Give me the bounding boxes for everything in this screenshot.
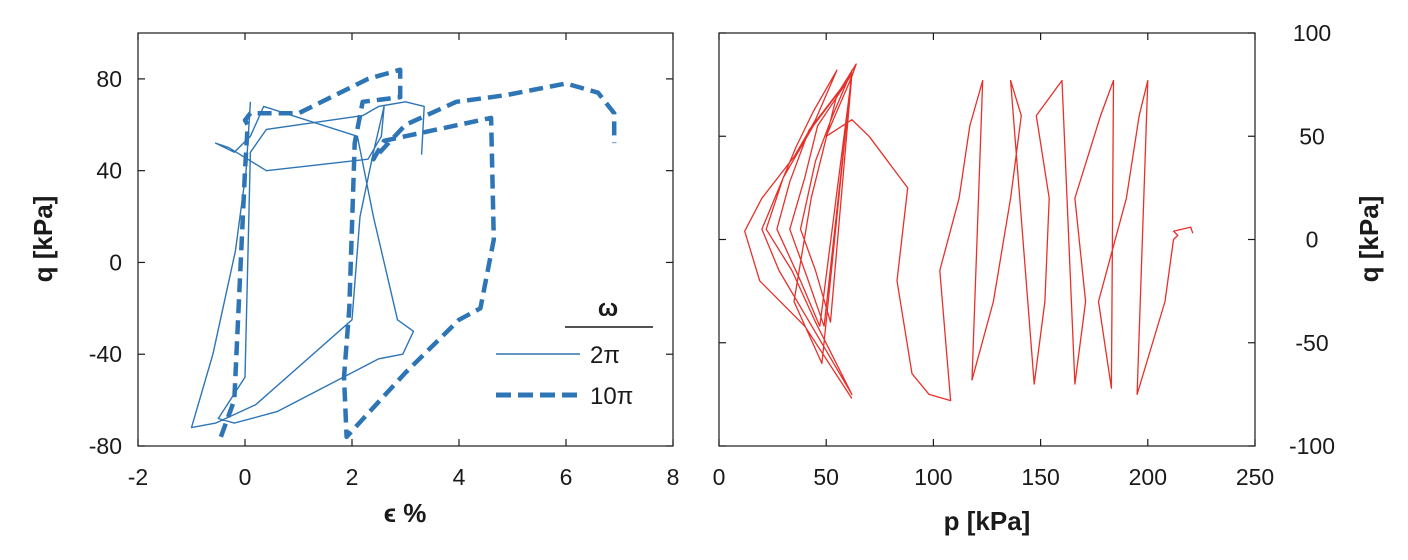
left-x-axis-label: ϵ % xyxy=(384,498,427,528)
left-y-axis-label: q [kPa] xyxy=(28,196,58,283)
left-x-tick-label: 0 xyxy=(239,464,252,490)
right-x-tick-label: 200 xyxy=(1129,464,1167,490)
right-y-axis-label: q [kPa] xyxy=(1354,196,1384,283)
left-plot-frame xyxy=(137,32,674,447)
right-series-group xyxy=(744,63,1194,402)
left-panel: -2 0 2 4 6 8 -80 -40 0 40 80 ϵ % q [kPa] ω 2π 10π xyxy=(28,32,680,528)
right-panel: 0 50 100 150 200 250 -100 -50 0 50 100 p [kPa] q [… xyxy=(713,20,1384,536)
right-x-tick-label: 250 xyxy=(1236,464,1274,490)
right-x-tick-label: 50 xyxy=(813,464,839,490)
right-y-tick-label: -100 xyxy=(1289,433,1335,459)
left-y-tick-label: 40 xyxy=(96,158,122,184)
left-y-tick-label: 0 xyxy=(109,249,122,275)
right-ticks: 0 50 100 150 200 250 -100 -50 0 50 100 xyxy=(713,20,1335,490)
right-x-tick-label: 0 xyxy=(713,464,726,490)
legend: ω 2π 10π xyxy=(496,295,653,410)
left-x-tick-label: 2 xyxy=(346,464,359,490)
legend-title: ω xyxy=(598,295,618,322)
legend-entry-2pi: 2π xyxy=(590,342,620,369)
right-x-tick-label: 100 xyxy=(914,464,952,490)
right-y-tick-label: 0 xyxy=(1306,227,1319,253)
left-ticks: -2 0 2 4 6 8 -80 -40 0 40 80 xyxy=(89,33,680,490)
left-x-tick-label: 8 xyxy=(667,464,680,490)
left-series-group xyxy=(190,67,617,440)
left-x-tick-label: 4 xyxy=(453,464,466,490)
legend-entry-10pi: 10π xyxy=(590,383,633,410)
left-x-tick-label: 6 xyxy=(560,464,573,490)
left-series-line-dashed xyxy=(218,67,617,440)
right-y-tick-label: -50 xyxy=(1295,330,1328,356)
right-x-axis-label: p [kPa] xyxy=(944,506,1031,536)
right-series-line xyxy=(744,63,1194,402)
right-y-tick-label: 100 xyxy=(1293,20,1331,46)
left-x-tick-label: -2 xyxy=(128,464,148,490)
left-series-line-solid xyxy=(190,101,425,429)
left-y-tick-label: -40 xyxy=(89,341,122,367)
right-y-tick-label: 50 xyxy=(1299,123,1325,149)
left-y-tick-label: 80 xyxy=(96,66,122,92)
right-x-tick-label: 150 xyxy=(1021,464,1059,490)
right-plot-frame xyxy=(718,32,1256,447)
left-y-tick-label: -80 xyxy=(89,433,122,459)
